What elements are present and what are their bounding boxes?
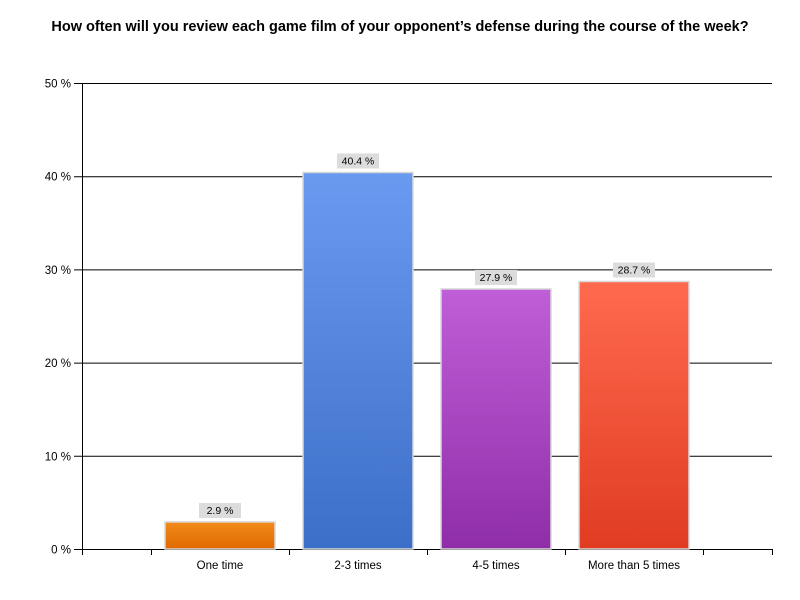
x-tick-label: 2-3 times xyxy=(334,560,382,572)
x-tick-label: More than 5 times xyxy=(588,560,680,572)
y-tick-label: 30 % xyxy=(45,265,71,277)
y-tick-label: 10 % xyxy=(45,451,71,463)
axes: 0 % 10 % 20 % 30 % 40 % 50 % One time 2-3 times… xyxy=(45,79,773,572)
y-tick-label: 40 % xyxy=(45,172,71,184)
bar xyxy=(164,521,276,550)
data-label-box xyxy=(613,262,655,278)
x-tick-label: One time xyxy=(197,560,244,572)
data-label-box xyxy=(475,269,517,285)
data-label: 2.9 % xyxy=(207,505,234,517)
bar xyxy=(440,288,552,550)
y-tick-label: 50 % xyxy=(45,79,71,91)
y-tick-label: 0 % xyxy=(51,545,71,557)
data-label-box xyxy=(199,502,241,518)
data-label-box xyxy=(337,153,379,169)
bar xyxy=(578,280,690,550)
data-labels: 2.9 % 40.4 % 27.9 % 28.7 % xyxy=(199,153,655,518)
x-tick-label: 4-5 times xyxy=(472,560,520,572)
chart-title: How often will you review each game film… xyxy=(51,19,749,35)
data-label: 28.7 % xyxy=(618,265,651,277)
bars xyxy=(164,171,690,550)
y-tick-label: 20 % xyxy=(45,358,71,370)
data-label: 40.4 % xyxy=(342,155,375,167)
data-label: 27.9 % xyxy=(480,272,513,284)
bar xyxy=(302,171,414,550)
